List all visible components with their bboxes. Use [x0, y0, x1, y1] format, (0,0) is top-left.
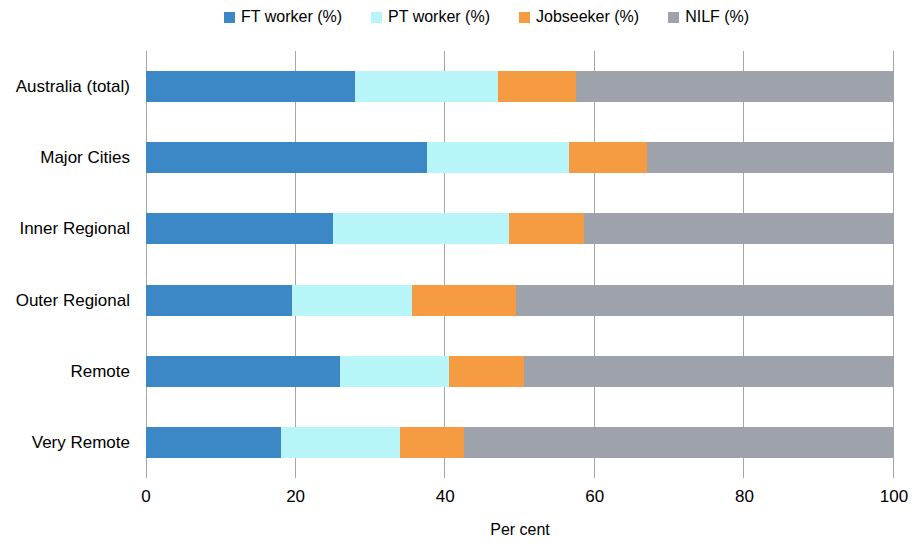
legend-item: NILF (%)	[668, 8, 749, 26]
x-axis-title: Per cent	[146, 521, 894, 539]
bar-segment	[333, 213, 509, 244]
bar-segment	[400, 427, 464, 458]
category-label: Major Cities	[0, 122, 130, 193]
legend-label: FT worker (%)	[241, 8, 342, 26]
bar-segment	[340, 356, 448, 387]
legend-swatch-icon	[371, 12, 382, 23]
bar-segment	[281, 427, 401, 458]
category-label: Very Remote	[0, 407, 130, 478]
x-axis: 0 20 40 60 80 100	[0, 487, 920, 509]
x-tick-label: 100	[859, 487, 920, 507]
bar-row	[146, 265, 894, 336]
bar-segment	[584, 213, 894, 244]
x-tick-label: 20	[261, 487, 331, 507]
legend-label: Jobseeker (%)	[536, 8, 639, 26]
stacked-bar	[146, 285, 894, 316]
bar-segment	[647, 142, 894, 173]
bar-segment	[427, 142, 569, 173]
legend: FT worker (%) PT worker (%) Jobseeker (%) N…	[224, 7, 749, 27]
legend-swatch-icon	[668, 12, 679, 23]
legend-swatch-icon	[224, 12, 235, 23]
stacked-bar	[146, 427, 894, 458]
bar-segment	[509, 213, 584, 244]
bar-segment	[355, 71, 497, 102]
x-tick-label: 40	[410, 487, 480, 507]
bar-row	[146, 407, 894, 478]
x-tick-label: 60	[560, 487, 630, 507]
bar-segment	[524, 356, 894, 387]
category-label: Outer Regional	[0, 265, 130, 336]
bar-segment	[146, 71, 355, 102]
bar-segment	[464, 427, 894, 458]
plot-area	[146, 51, 894, 478]
bar-segment	[146, 142, 427, 173]
x-tick-label: 0	[111, 487, 181, 507]
bar-segment	[146, 356, 340, 387]
bar-row	[146, 193, 894, 264]
legend-item: FT worker (%)	[224, 8, 342, 26]
bar-segment	[292, 285, 412, 316]
bar-row	[146, 336, 894, 407]
stacked-bar	[146, 71, 894, 102]
category-label: Australia (total)	[0, 51, 130, 122]
bar-segment	[498, 71, 577, 102]
legend-label: PT worker (%)	[388, 8, 490, 26]
stacked-bar	[146, 356, 894, 387]
bar-row	[146, 122, 894, 193]
legend-label: NILF (%)	[685, 8, 749, 26]
bar-segment	[146, 427, 281, 458]
bar-segment	[146, 285, 292, 316]
bar-segment	[576, 71, 894, 102]
bar-row	[146, 51, 894, 122]
bar-segment	[412, 285, 517, 316]
legend-item: PT worker (%)	[371, 8, 490, 26]
category-label: Inner Regional	[0, 193, 130, 264]
x-tick-label: 80	[709, 487, 779, 507]
legend-item: Jobseeker (%)	[519, 8, 639, 26]
legend-swatch-icon	[519, 12, 530, 23]
stacked-bar	[146, 213, 894, 244]
stacked-bar	[146, 142, 894, 173]
bar-segment	[146, 213, 333, 244]
category-axis: Australia (total)Major CitiesInner Regio…	[0, 51, 138, 478]
bar-segment	[516, 285, 894, 316]
bar-segment	[449, 356, 524, 387]
category-label: Remote	[0, 336, 130, 407]
bar-segment	[569, 142, 648, 173]
chart-canvas: FT worker (%) PT worker (%) Jobseeker (%) N…	[0, 0, 920, 549]
